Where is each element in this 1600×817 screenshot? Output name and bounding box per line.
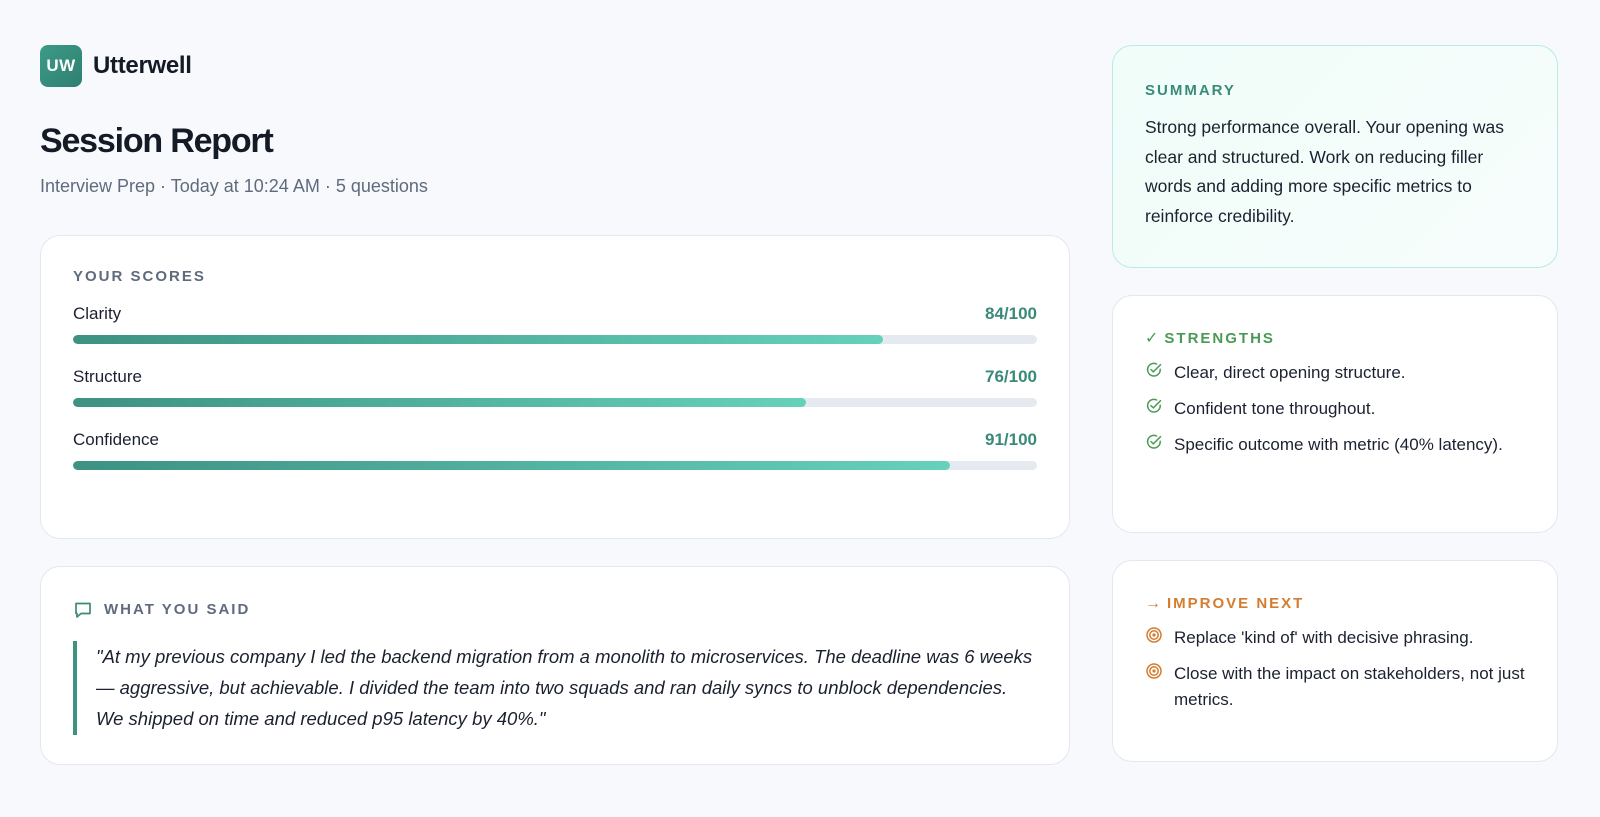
strengths-list: Clear, direct opening structure. Confide… xyxy=(1145,360,1525,458)
score-bar-fill xyxy=(73,461,951,470)
strength-item: Confident tone throughout. xyxy=(1145,396,1525,422)
score-row-structure: Structure 76/100 xyxy=(73,365,1037,407)
arrow-right-icon: → xyxy=(1145,595,1161,612)
improve-text: Close with the impact on stakeholders, n… xyxy=(1174,664,1525,709)
strengths-header: ✓ STRENGTHS xyxy=(1145,330,1525,348)
scores-list: Clarity 84/100 Structure 76/100 Confid xyxy=(73,302,1037,470)
score-bar-track xyxy=(73,335,1037,344)
improve-label: IMPROVE NEXT xyxy=(1167,595,1305,612)
scores-label: YOUR SCORES xyxy=(73,268,206,285)
strength-text: Specific outcome with metric (40% latenc… xyxy=(1174,435,1503,454)
summary-text: Strong performance overall. Your opening… xyxy=(1145,117,1504,226)
score-value: 76/100 xyxy=(985,367,1037,386)
strength-item: Clear, direct opening structure. xyxy=(1145,360,1525,386)
brand-name: Utterwell xyxy=(93,52,192,79)
check-circle-icon xyxy=(1146,434,1162,449)
improve-list: Replace 'kind of' with decisive phrasing… xyxy=(1145,625,1525,713)
page-title: Session Report xyxy=(40,122,274,160)
sidebar-column: SUMMARY Strong performance overall. Your… xyxy=(1112,45,1558,762)
score-value: 91/100 xyxy=(985,430,1037,449)
what-you-said-card: WHAT YOU SAID "At my previous company I … xyxy=(40,566,1070,765)
target-icon xyxy=(1146,627,1162,643)
improve-text: Replace 'kind of' with decisive phrasing… xyxy=(1174,628,1474,647)
score-bar-fill xyxy=(73,335,883,344)
what-you-said-header: WHAT YOU SAID xyxy=(73,600,1037,620)
scores-card: YOUR SCORES Clarity 84/100 Structure 76/… xyxy=(40,235,1070,539)
checkmark-icon: ✓ xyxy=(1145,330,1159,347)
score-bar-track xyxy=(73,398,1037,407)
improve-card: → IMPROVE NEXT Replace 'kind of' with de… xyxy=(1112,560,1558,762)
improve-item: Close with the impact on stakeholders, n… xyxy=(1145,661,1525,713)
transcript-quote: "At my previous company I led the backen… xyxy=(73,641,1037,735)
score-bar-fill xyxy=(73,398,806,407)
improve-header: → IMPROVE NEXT xyxy=(1145,595,1525,613)
score-row-clarity: Clarity 84/100 xyxy=(73,302,1037,344)
strengths-label: STRENGTHS xyxy=(1164,330,1275,347)
check-circle-icon xyxy=(1146,398,1162,413)
check-circle-icon xyxy=(1146,362,1162,377)
session-meta: Interview Prep · Today at 10:24 AM · 5 q… xyxy=(40,176,428,196)
main-column: UW Utterwell Session Report Interview Pr… xyxy=(40,45,1070,765)
strength-item: Specific outcome with metric (40% latenc… xyxy=(1145,432,1525,458)
score-name: Clarity xyxy=(73,304,122,323)
strength-text: Clear, direct opening structure. xyxy=(1174,363,1406,382)
summary-label: SUMMARY xyxy=(1145,82,1236,99)
logo[interactable]: UW xyxy=(40,45,82,87)
score-value: 84/100 xyxy=(985,304,1037,323)
what-you-said-label: WHAT YOU SAID xyxy=(104,601,251,618)
brand: UW Utterwell xyxy=(40,45,1070,87)
score-row-confidence: Confidence 91/100 xyxy=(73,428,1037,470)
improve-item: Replace 'kind of' with decisive phrasing… xyxy=(1145,625,1525,651)
score-bar-track xyxy=(73,461,1037,470)
chat-bubble-icon xyxy=(75,602,91,618)
score-name: Structure xyxy=(73,367,142,386)
score-name: Confidence xyxy=(73,430,160,449)
target-icon xyxy=(1146,663,1162,679)
strengths-card: ✓ STRENGTHS Clear, direct opening struct… xyxy=(1112,295,1558,533)
summary-card: SUMMARY Strong performance overall. Your… xyxy=(1112,45,1558,268)
strength-text: Confident tone throughout. xyxy=(1174,399,1376,418)
